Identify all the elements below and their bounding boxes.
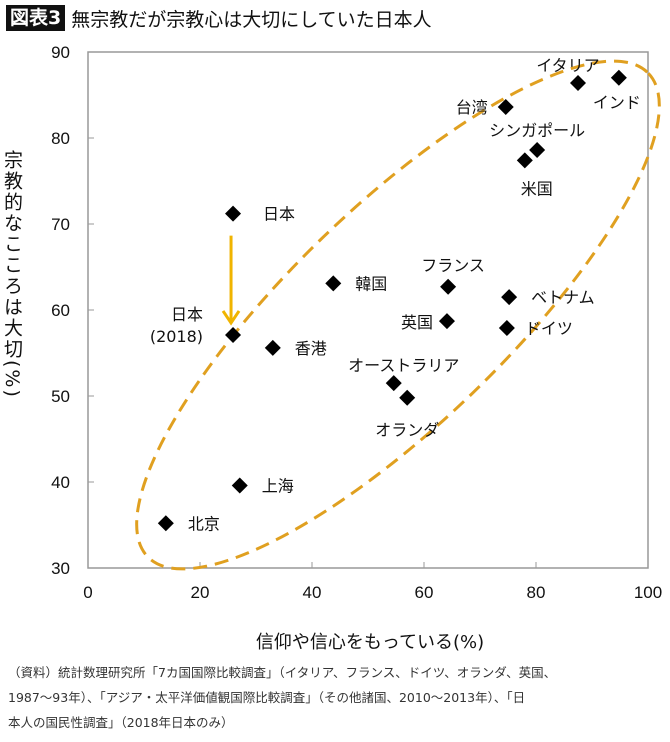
y-tick-label: 40: [51, 473, 70, 492]
point-label: ドイツ: [525, 319, 573, 338]
source-note: （資料）統計数理研究所「7カ国国際比較調査」（イタリア、フランス、ドイツ、オラン…: [8, 660, 668, 735]
data-point: [385, 375, 402, 392]
point-label: ベトナム: [531, 288, 595, 307]
source-line: 1987〜93年）、「アジア・太平洋価値観国際比較調査」（その他諸国、2010〜…: [8, 690, 526, 705]
point-label: 台湾: [456, 98, 488, 117]
data-point: [529, 142, 546, 159]
y-axis-label: 宗教的なこころは大切(%): [1, 150, 23, 399]
source-line: （資料）統計数理研究所「7カ国国際比較調査」（イタリア、フランス、ドイツ、オラン…: [8, 665, 557, 680]
point-label: 韓国: [355, 274, 387, 293]
data-point: [501, 289, 518, 306]
point-label: 香港: [295, 339, 327, 358]
point-label: (2018): [150, 327, 203, 346]
point-label: シンガポール: [489, 121, 585, 140]
x-tick-label: 0: [83, 583, 92, 602]
data-point: [225, 326, 242, 343]
source-line: 本人の国民性調査」（2018年日本のみ）: [8, 715, 234, 730]
x-tick-label: 80: [527, 583, 546, 602]
arrow-head: [221, 310, 241, 326]
point-label: オランダ: [375, 421, 439, 440]
data-point: [325, 275, 342, 292]
x-axis-label: 信仰や信心をもっている(%): [255, 632, 485, 653]
data-point: [157, 515, 174, 532]
x-tick-label: 20: [191, 583, 210, 602]
y-tick-label: 80: [51, 129, 70, 148]
figure-badge: 図表3: [6, 5, 66, 31]
data-point: [497, 99, 514, 116]
x-tick-label: 40: [303, 583, 322, 602]
data-point: [516, 152, 533, 169]
x-tick-label: 60: [415, 583, 434, 602]
y-tick-label: 50: [51, 387, 70, 406]
data-point: [438, 313, 455, 330]
dashed-ellipse: [135, 59, 661, 571]
data-point: [440, 278, 457, 295]
chart-title: 図表3 無宗教だが宗教心は大切にしていた日本人: [6, 5, 432, 31]
data-point: [264, 339, 281, 356]
y-tick-label: 30: [51, 559, 70, 578]
point-label: 日本: [171, 305, 203, 324]
data-point: [225, 205, 242, 222]
point-label: 北京: [188, 514, 220, 533]
data-point: [231, 477, 248, 494]
point-label: インド: [593, 93, 641, 112]
point-label: 米国: [521, 179, 553, 198]
point-label: 英国: [401, 313, 433, 332]
point-label: 上海: [262, 476, 294, 495]
y-tick-label: 90: [51, 43, 70, 62]
point-label: イタリア: [536, 56, 599, 75]
y-tick-label: 70: [51, 215, 70, 234]
data-point: [498, 320, 515, 337]
data-point: [570, 74, 586, 91]
data-point: [610, 69, 627, 86]
x-tick-label: 100: [634, 583, 662, 602]
point-label: オーストラリア: [348, 356, 459, 375]
y-tick-label: 60: [51, 301, 70, 320]
point-label: 日本: [263, 205, 295, 224]
point-label: フランス: [421, 256, 485, 275]
title-text: 無宗教だが宗教心は大切にしていた日本人: [71, 8, 432, 31]
data-point: [399, 389, 416, 406]
